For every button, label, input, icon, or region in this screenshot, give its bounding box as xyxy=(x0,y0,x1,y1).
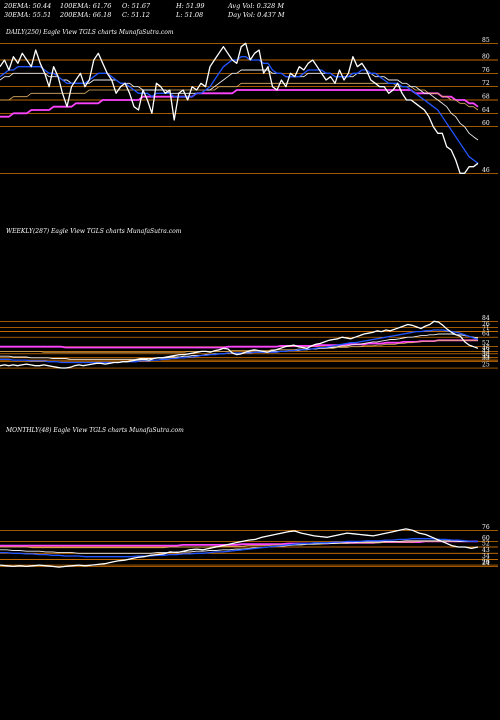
daily-ema20-line xyxy=(0,56,479,164)
weekly-tick-label: 38 xyxy=(482,351,490,358)
monthly-panel-title: MONTHLY(48) Eagle View TGLS charts Munaf… xyxy=(6,427,184,434)
avg-volume-value: Avg Vol: 0.328 M xyxy=(228,2,285,10)
monthly-tick-label: 26 xyxy=(482,559,490,566)
monthly-tick-label: 52 xyxy=(482,541,490,548)
weekly-tick-label: 52 xyxy=(482,340,490,347)
weekly-panel-title: WEEKLY(287) Eagle View TGLS charts Munaf… xyxy=(6,228,182,235)
monthly-price-line xyxy=(0,528,479,568)
daily-tick-label: 80 xyxy=(482,54,490,61)
close-value: C: 51.12 xyxy=(122,11,150,19)
weekly-tick-label: 33 xyxy=(482,355,490,362)
monthly-tick-label: 43 xyxy=(482,547,490,554)
monthly-ema100-line xyxy=(0,541,478,549)
weekly-tick-label: 64 xyxy=(482,331,490,338)
daily-ema100-line xyxy=(0,82,479,111)
ema200-value: 200EMA: 66.18 xyxy=(60,11,112,19)
daily-panel-title: DAILY(250) Eagle View TGLS charts Munafa… xyxy=(6,29,174,36)
weekly-tick-label: 71 xyxy=(482,325,490,332)
monthly-ema20-line xyxy=(0,538,478,558)
daily-chart: 85 80 76 72 68 64 60 46 xyxy=(0,37,498,174)
daily-tick-label: 64 xyxy=(482,107,490,114)
daily-tick-label: 60 xyxy=(482,120,490,127)
low-value: L: 51.08 xyxy=(176,11,204,19)
weekly-ema200-line xyxy=(0,339,478,349)
monthly-tick-label: 60 xyxy=(482,535,490,542)
daily-tick-label: 72 xyxy=(482,80,490,87)
daily-tick-label: 76 xyxy=(482,67,490,74)
weekly-ema100-line xyxy=(0,339,478,353)
daily-tick-label: 85 xyxy=(482,37,490,44)
high-value: H: 51.99 xyxy=(176,2,205,10)
monthly-ema30-line xyxy=(0,540,478,554)
weekly-tick-label: 43 xyxy=(482,347,490,354)
weekly-tick-label: 35 xyxy=(482,354,490,361)
ema30-value: 30EMA: 55.51 xyxy=(4,11,52,19)
ema100-value: 100EMA: 61.76 xyxy=(60,2,112,10)
monthly-tick-label: 24 xyxy=(482,560,490,567)
ema20-value: 20EMA: 50.44 xyxy=(4,2,52,10)
daily-tick-label: 46 xyxy=(482,167,490,174)
indicator-row-1: 20EMA: 50.44 100EMA: 61.76 O: 51.67 H: 5… xyxy=(4,2,496,11)
weekly-tick-label: 25 xyxy=(482,362,490,369)
open-value: O: 51.67 xyxy=(122,2,151,10)
day-volume-value: Day Vol: 0.437 M xyxy=(228,11,285,19)
monthly-tick-label: 34 xyxy=(482,553,490,560)
weekly-tick-label: 84 xyxy=(482,315,490,322)
weekly-ema20-line xyxy=(0,329,479,364)
daily-ema200-line xyxy=(0,89,479,118)
daily-price-line xyxy=(0,42,479,174)
indicator-header: 20EMA: 50.44 100EMA: 61.76 O: 51.67 H: 5… xyxy=(4,2,496,20)
weekly-tick-label: 46 xyxy=(482,345,490,352)
daily-ema30-line xyxy=(0,69,479,141)
daily-tick-label: 68 xyxy=(482,94,490,101)
indicator-row-2: 30EMA: 55.51 200EMA: 66.18 C: 51.12 L: 5… xyxy=(4,11,496,20)
monthly-tick-label: 76 xyxy=(482,524,490,531)
weekly-price-line xyxy=(0,320,479,369)
weekly-tick-label: 76 xyxy=(482,321,490,328)
